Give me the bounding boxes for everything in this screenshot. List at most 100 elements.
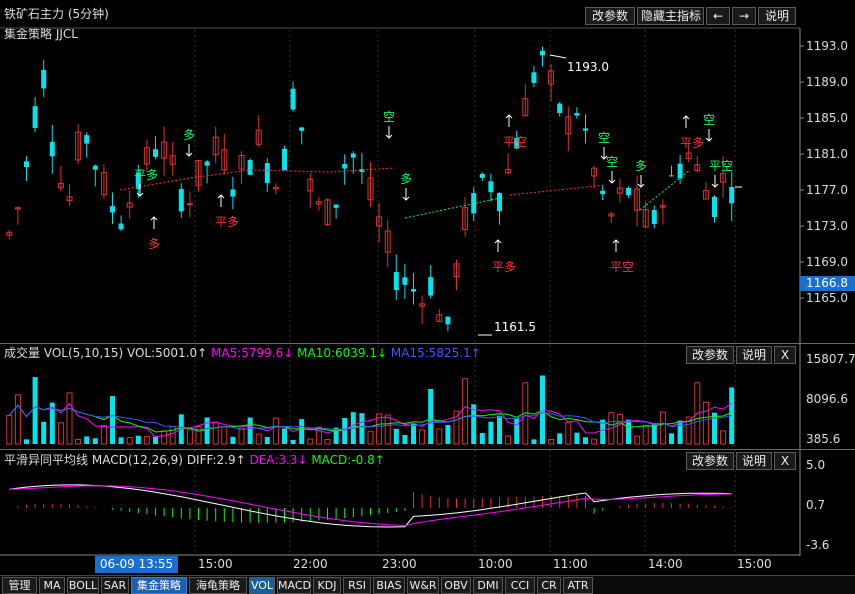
tab-0[interactable]: 管理 [2, 577, 37, 594]
tab-cr15[interactable]: CR [537, 577, 561, 594]
strategy-line [119, 167, 396, 191]
help-button[interactable]: 说明 [758, 7, 796, 25]
volume-bar [677, 420, 683, 444]
volume-modify-button[interactable]: 改参数 [686, 346, 734, 364]
tab-macd7[interactable]: MACD [277, 577, 311, 594]
tab-sar3[interactable]: SAR [101, 577, 129, 594]
candle [6, 231, 13, 236]
candle [393, 272, 399, 291]
price-tick-label: 1181.0 [806, 147, 848, 161]
volume-bar [14, 394, 21, 445]
signal-arrow-head [600, 155, 608, 160]
signal-label: 平多 [492, 260, 517, 274]
tab-vol6[interactable]: VOL [249, 577, 275, 594]
signal-label: 多 [400, 172, 413, 186]
volume-bar [479, 433, 485, 444]
candle [616, 187, 623, 194]
signal-arrow-head [612, 239, 620, 244]
low-price-label: 1161.5 [494, 320, 536, 334]
tab-5[interactable]: 海龟策略 [189, 577, 247, 594]
volume-bar [333, 427, 339, 444]
candle [100, 172, 107, 196]
strategy-line [509, 184, 606, 196]
candle [290, 88, 296, 110]
tab-ma1[interactable]: MA [39, 577, 65, 594]
volume-tick-max: 15807.7 [806, 352, 855, 366]
volume-bar [393, 428, 399, 444]
tab-wr11[interactable]: W&R [407, 577, 439, 594]
macd-modify-button[interactable]: 改参数 [686, 452, 734, 470]
volume-bar [531, 439, 537, 444]
diff-value: DIFF:2.9↑ [186, 453, 246, 467]
volume-bar [247, 417, 253, 444]
candle [471, 193, 477, 214]
time-label: 15:00 [737, 557, 772, 571]
tab-rsi9[interactable]: RSI [343, 577, 371, 594]
candle [49, 141, 55, 157]
signal-arrow-head [494, 239, 502, 244]
volume-bar [41, 421, 47, 444]
volume-tick-min: 385.6 [806, 432, 841, 446]
volume-bar [694, 382, 701, 445]
time-label: 10:00 [478, 557, 513, 571]
tab-atr16[interactable]: ATR [563, 577, 593, 594]
tab-bias10[interactable]: BIAS [373, 577, 405, 594]
volume-bar [32, 377, 38, 444]
macd-help-button[interactable]: 说明 [736, 452, 772, 470]
hide-main-indicator-button[interactable]: 隐藏主指标 [637, 7, 704, 25]
volume-bar [557, 433, 563, 444]
candle [212, 136, 219, 156]
volume-bar [315, 426, 322, 445]
candle [522, 98, 529, 117]
modify-params-button[interactable]: 改参数 [585, 7, 635, 25]
signal-label: 空 [606, 155, 619, 169]
tab-dmi13[interactable]: DMI [473, 577, 503, 594]
tab-obv12[interactable]: OBV [441, 577, 471, 594]
signal-label: 多 [183, 128, 196, 142]
time-label: 14:00 [648, 557, 683, 571]
volume-help-button[interactable]: 说明 [736, 346, 772, 364]
signal-label: 平多 [215, 215, 240, 229]
volume-bar [135, 435, 141, 444]
candle [651, 210, 657, 224]
volume-bar [126, 437, 133, 445]
candle [195, 159, 202, 186]
prev-arrow-icon[interactable]: ← [706, 7, 730, 25]
signal-label: 空 [383, 110, 396, 124]
candle [178, 189, 184, 212]
macd-tick-min: -3.6 [806, 538, 830, 552]
candle [32, 106, 38, 129]
volume-bar [342, 417, 348, 444]
high-price-label: 1193.0 [567, 60, 609, 74]
volume-close-icon[interactable]: X [774, 346, 796, 364]
tab-4[interactable]: 集金策略 [131, 577, 187, 594]
candle [92, 165, 98, 170]
candle [143, 147, 150, 165]
indicator-tab-bar: 管理 MA BOLL SAR 集金策略 海龟策略 VOL MACD KDJ RSI BIAS W&R O… [0, 575, 855, 594]
candle [540, 50, 545, 56]
candle [299, 127, 305, 131]
candle [574, 113, 580, 116]
chart-title: 铁矿石主力 (5分钟) [4, 7, 109, 21]
volume-bar [282, 428, 287, 444]
dea-line [9, 485, 732, 527]
signal-arrow-head [136, 192, 144, 197]
signal-arrow-head [608, 179, 616, 184]
tab-cci14[interactable]: CCI [505, 577, 535, 594]
tab-kdj8[interactable]: KDJ [313, 577, 341, 594]
volume-bar [685, 416, 692, 445]
candle [135, 172, 141, 189]
candle [24, 161, 29, 168]
candle [315, 201, 322, 205]
candle [359, 169, 365, 173]
macd-close-icon[interactable]: X [774, 452, 796, 470]
next-arrow-icon[interactable]: → [732, 7, 756, 25]
candle [57, 183, 64, 189]
strategy-line [404, 197, 501, 219]
volume-bar [324, 438, 331, 445]
candle [453, 263, 460, 278]
tab-boll2[interactable]: BOLL [67, 577, 99, 594]
candle [238, 154, 245, 170]
volume-bar [238, 427, 245, 445]
